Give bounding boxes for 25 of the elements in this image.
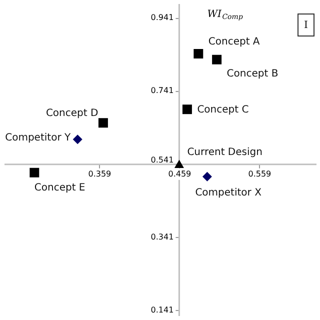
point [212, 54, 222, 64]
annotation: Concept D [46, 108, 98, 119]
annotation: I [304, 20, 308, 31]
annotation: Concept B [226, 68, 278, 80]
annotation: Current Design [187, 146, 262, 158]
point [174, 160, 184, 168]
point [30, 168, 40, 178]
point [194, 49, 204, 58]
point [202, 172, 212, 182]
y-tick-label: 0.741 [150, 86, 174, 96]
x-tick-label: 0.359 [88, 169, 112, 178]
point [98, 118, 108, 128]
x-tick-label: 0.559 [248, 169, 272, 178]
y-tick-label: 0.941 [150, 13, 174, 22]
annotation: Concept E [34, 182, 86, 194]
annotation: Competitor Y [5, 132, 72, 144]
y-tick-label: 0.541 [150, 155, 174, 164]
x-tick-label: 0.459 [168, 169, 192, 178]
y-tick-label: 0.141 [150, 306, 174, 315]
annotation: Concept A [208, 36, 260, 48]
annotation: Competitor X [195, 188, 262, 199]
point [72, 134, 82, 144]
annotation: Concept C [197, 104, 249, 116]
y-tick-label: 0.341 [150, 232, 174, 242]
point [182, 104, 192, 114]
